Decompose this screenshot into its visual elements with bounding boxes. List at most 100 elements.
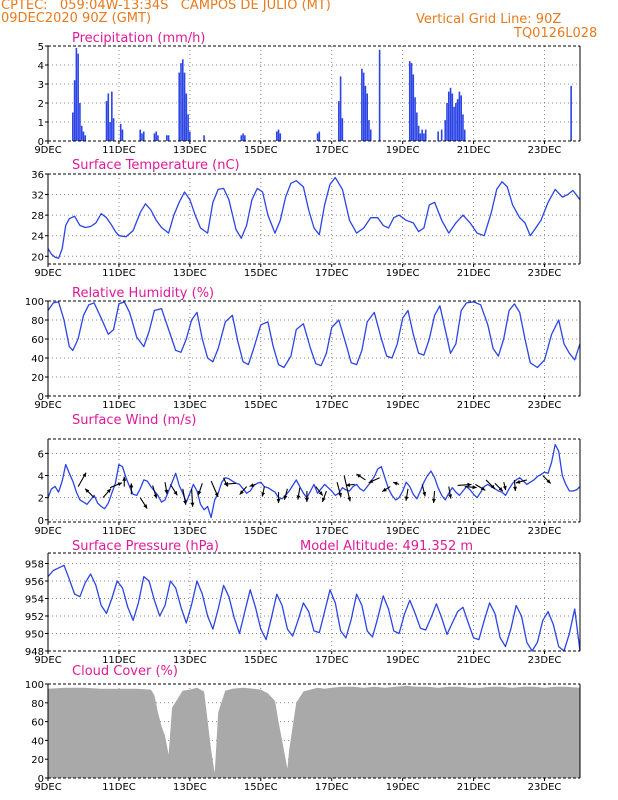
- xtick-label-temp: 17DEC: [315, 268, 349, 279]
- precip-bar: [72, 112, 74, 141]
- xtick-label-pressure: 17DEC: [315, 655, 349, 666]
- wind-arrowhead: [368, 479, 374, 483]
- xtick-label-temp: 9DEC: [34, 268, 61, 279]
- ytick-label-temp: 20: [31, 252, 44, 263]
- ytick-label-pressure: 952: [25, 612, 44, 623]
- xtick-label-precip: 21DEC: [457, 145, 491, 156]
- precip-bar: [462, 114, 464, 141]
- xtick-label-pressure: 11DEC: [102, 655, 136, 666]
- ytick-label-rh: 80: [31, 316, 44, 327]
- wind-arrowhead: [304, 497, 309, 502]
- wind-arrowhead: [283, 495, 288, 500]
- wind-arrowhead: [467, 482, 472, 487]
- precip-bar: [424, 129, 427, 141]
- precip-bar: [277, 129, 280, 141]
- precip-bar: [362, 72, 365, 141]
- precip-bar: [570, 85, 572, 141]
- precip-bar: [421, 129, 423, 141]
- xtick-label-wind: 17DEC: [315, 526, 349, 537]
- precip-bar: [180, 63, 182, 141]
- precip-bar: [77, 53, 79, 141]
- precip-bar: [279, 133, 282, 141]
- precip-bar: [181, 59, 184, 141]
- precip-bar: [112, 118, 115, 141]
- xtick-label-temp: 15DEC: [244, 268, 278, 279]
- wind-arrowhead: [347, 497, 352, 502]
- precip-bar: [109, 122, 111, 141]
- wind-arrowhead: [106, 488, 111, 493]
- precip-bar: [446, 103, 448, 141]
- ytick-label-rh: 20: [31, 373, 44, 384]
- wind-arrowhead: [318, 491, 323, 496]
- series-line-rh: [47, 301, 581, 369]
- wind-arrowhead: [498, 487, 503, 492]
- xtick-label-precip: 23DEC: [528, 145, 562, 156]
- wind-arrowhead: [502, 485, 507, 491]
- xtick-label-precip: 11DEC: [102, 145, 136, 156]
- wind-arrowhead: [276, 499, 281, 504]
- wind-arrowhead: [513, 486, 517, 491]
- precip-bar: [423, 133, 425, 141]
- xtick-label-pressure: 13DEC: [173, 655, 207, 666]
- wind-arrowhead: [143, 504, 148, 509]
- precip-bar: [139, 129, 142, 141]
- wind-arrowhead: [224, 482, 229, 486]
- precip-bar: [121, 129, 124, 141]
- annotation-pressure: Model Altitude: 491.352 m: [300, 539, 473, 554]
- ytick-label-temp: 24: [31, 232, 44, 243]
- wind-arrowhead: [153, 494, 158, 499]
- precip-bar: [166, 135, 168, 141]
- precip-bar: [440, 129, 443, 141]
- panel-wind: [45, 438, 581, 525]
- wind-arrowhead: [85, 488, 90, 493]
- ytick-label-precip: 2: [38, 99, 44, 110]
- precip-bar: [410, 63, 413, 141]
- precip-bar: [79, 103, 81, 141]
- precip-bar: [458, 91, 461, 141]
- ytick-label-wind: 6: [38, 449, 44, 460]
- precip-bar: [456, 99, 459, 141]
- title-temp: Surface Temperature (nC): [72, 158, 240, 173]
- xtick-label-pressure: 15DEC: [244, 655, 278, 666]
- xtick-label-temp: 11DEC: [102, 268, 136, 279]
- wind-arrowhead: [515, 480, 521, 484]
- wind-arrowhead: [490, 484, 495, 489]
- precip-bar: [75, 47, 78, 141]
- ytick-label-cloud: 20: [31, 755, 44, 766]
- ytick-label-precip: 1: [38, 118, 44, 129]
- precip-bar: [378, 49, 381, 141]
- precip-bar: [142, 131, 145, 141]
- wind-arrowhead: [448, 494, 452, 499]
- ytick-label-temp: 36: [31, 170, 44, 181]
- precip-bar: [82, 131, 85, 141]
- wind-arrowhead: [82, 472, 87, 478]
- wind-arrowhead: [129, 483, 134, 488]
- wind-arrowhead: [338, 492, 342, 498]
- xtick-label-wind: 19DEC: [386, 526, 420, 537]
- xtick-label-precip: 19DEC: [386, 145, 420, 156]
- title-rh: Relative Humidity (%): [72, 286, 214, 301]
- precip-bar: [167, 135, 170, 141]
- wind-arrowhead: [472, 485, 477, 490]
- precip-bar: [447, 91, 450, 141]
- precip-bar: [157, 135, 159, 141]
- wind-arrowhead: [356, 474, 361, 478]
- xtick-label-pressure: 19DEC: [386, 655, 420, 666]
- xtick-label-wind: 11DEC: [102, 526, 136, 537]
- precip-bar: [414, 97, 416, 141]
- panel-cloud: [45, 683, 581, 781]
- ytick-label-wind: 4: [38, 472, 44, 483]
- precip-bar: [339, 76, 342, 141]
- wind-arrowhead: [322, 497, 326, 502]
- precip-bar: [242, 133, 244, 141]
- ytick-label-precip: 0: [38, 137, 44, 148]
- wind-arrowhead: [345, 483, 351, 487]
- precip-bar: [341, 118, 344, 141]
- xtick-label-wind: 23DEC: [528, 526, 562, 537]
- precip-bar: [460, 95, 462, 141]
- wind-arrowhead: [382, 487, 387, 492]
- precip-bar: [437, 131, 439, 141]
- xtick-label-cloud: 15DEC: [244, 782, 278, 793]
- xtick-label-rh: 13DEC: [173, 400, 207, 411]
- wind-arrowhead: [261, 492, 266, 497]
